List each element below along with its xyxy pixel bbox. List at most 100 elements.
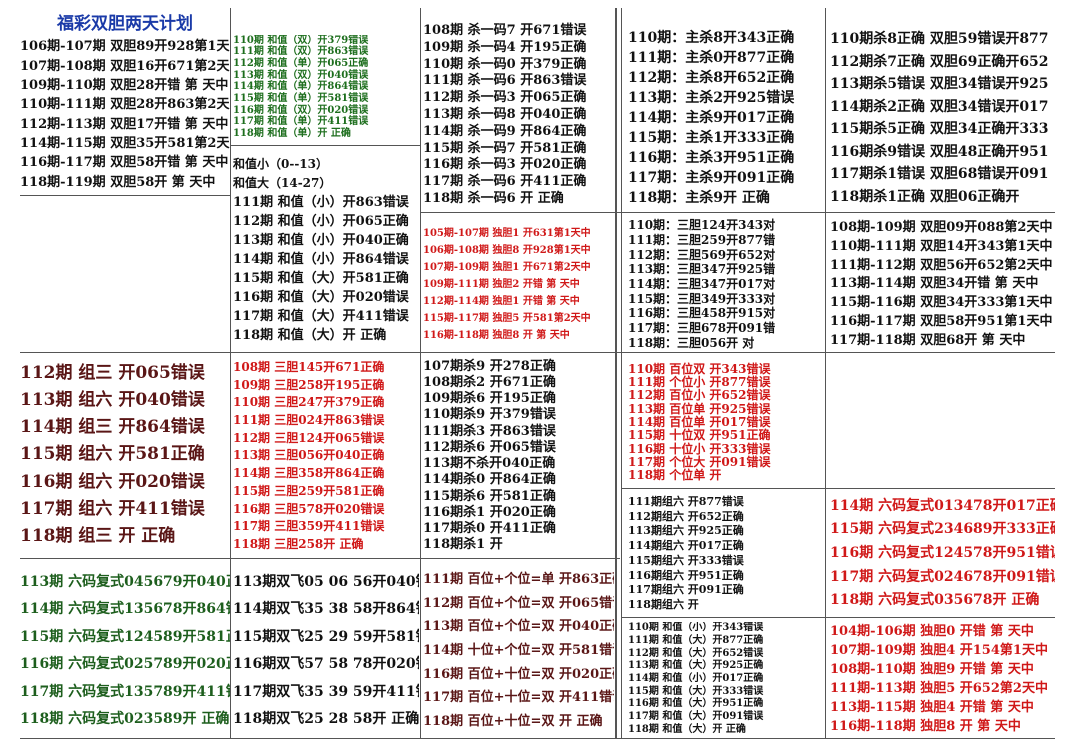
result-line: 117期 三胆359开411错误: [233, 519, 385, 534]
result-line: 114期 杀一码9 开864正确: [423, 123, 587, 139]
result-line: 117期：三胆678开091错: [628, 320, 776, 335]
result-line: 115期 组六 开581正确: [20, 444, 205, 465]
result-line: 115期 杀一码7 开581正确: [423, 140, 587, 156]
result-line: 115期双飞25 29 59开581错误: [233, 628, 419, 645]
result-line: 116期-117期 双胆58开错 第 天中: [20, 155, 229, 171]
result-line: 114期 六码复式013478开017正确: [830, 497, 1055, 514]
result-line: 118期 和值（大）开 正确: [233, 327, 387, 343]
panel-heading: 和值大（14-27）: [233, 176, 332, 191]
result-line: 112期：主杀8开652正确: [628, 70, 795, 86]
panel: 110期 和值（小）开343错误 111期 和值（大）开877正确 112期 和值（…: [628, 622, 824, 736]
result-line: 111期杀3 开863错误: [423, 423, 556, 439]
result-line: 110期-111期 双胆28开863第2天中: [20, 97, 230, 113]
result-line: 115期：三胆349开333对: [628, 291, 776, 306]
result-line: 112期-113期 双胆17开错 第 天中: [20, 116, 229, 132]
divider: [20, 738, 1055, 739]
result-line: 113期 百位单 开925错误: [628, 401, 771, 416]
panel: 105期-107期 独胆1 开631第1天中 106期-108期 独胆8 开928…: [423, 225, 614, 345]
result-line: 108期 杀一码7 开671错误: [423, 22, 587, 38]
result-line: 107期-109期 独胆4 开154第1天中: [830, 643, 1048, 658]
result-line: 115期 和值（大）开581正确: [233, 271, 409, 287]
result-line: 112期 三胆124开065错误: [233, 430, 385, 445]
panel-heading: 和值小（0--13）: [233, 156, 329, 171]
divider: [622, 488, 1055, 489]
divider: [825, 212, 1055, 213]
result-line: 107期杀9 开278正确: [423, 358, 556, 374]
result-line: 114期 十位+个位=双 开581错误: [423, 642, 614, 658]
result-line: 118期 杀一码6 开 正确: [423, 191, 564, 207]
result-line: 118期 百位+十位=双 开 正确: [423, 713, 603, 729]
result-line: 108期-109期 双胆09开088第2天中: [830, 219, 1053, 235]
result-line: 114期双飞35 38 58开864错误: [233, 601, 419, 618]
result-line: 118期 和值（大）开 正确: [628, 723, 746, 735]
result-line: 111期 三胆024开863错误: [233, 413, 385, 428]
result-line: 112期：三胆569开652对: [628, 247, 776, 262]
divider: [20, 558, 620, 559]
result-line: 113期不杀开040正确: [423, 456, 556, 472]
panel: 110期：主杀8开343正确 111期：主杀0开877正确 112期：主杀8开652…: [628, 28, 824, 208]
result-line: 114期 组三 开864错误: [20, 417, 205, 438]
result-line: 110期 三胆247开379正确: [233, 395, 385, 410]
result-line: 111期-112期 双胆56开652第2天中: [830, 257, 1053, 273]
result-line: 116期 和值（大）开020错误: [233, 290, 409, 306]
panel: 108期 三胆145开671正确 109期 三胆258开195正确 110期 三胆2…: [233, 358, 419, 553]
result-line: 112期杀7正确 双胆69正确开652: [830, 53, 1049, 70]
panel: 107期杀9 开278正确 108期杀2 开671正确 109期杀6 开195正确 1…: [423, 358, 614, 553]
result-line: 114期 和值（小）开017正确: [628, 672, 764, 684]
result-line: 115期 六码复式234689开333正确: [830, 521, 1055, 538]
panel: 110期 和值（双）开379错误 111期 和值（双）开863错误 112期 和值（…: [233, 35, 419, 140]
result-line: 116期 和值（大）开951正确: [628, 698, 764, 710]
result-line: 113期：三胆347开925错: [628, 262, 776, 277]
result-line: 113期杀5错误 双胆34错误开925: [830, 76, 1049, 93]
result-line: 116期-118期 独胆8 开 第 天中: [830, 719, 1021, 734]
result-line: 112期 和值（大）开652错误: [628, 647, 764, 659]
panel: 110期：三胆124开343对 111期：三胆259开877错 112期：三胆569…: [628, 218, 824, 350]
result-line: 112期 百位+个位=双 开065错误: [423, 595, 614, 611]
panel: 110期 百位双 开343错误 111期 个位小 开877错误 112期 百位小 开…: [628, 362, 824, 482]
result-line: 108期-110期 独胆9 开错 第 天中: [830, 662, 1034, 677]
result-line: 109期杀6 开195正确: [423, 391, 556, 407]
result-line: 118期 和值（单）开 正确: [233, 128, 351, 140]
result-line: 111期：主杀0开877正确: [628, 50, 795, 66]
result-line: 117期 六码复式024678开091错误: [830, 568, 1055, 585]
result-line: 116期组六 开951正确: [628, 568, 744, 582]
panel: 108期 杀一码7 开671错误 109期 杀一码4 开195正确 110期 杀一码…: [423, 22, 614, 207]
result-line: 108期杀2 开671正确: [423, 374, 556, 390]
result-line: 112期-114期 独胆1 开错 第 天中: [423, 296, 580, 308]
result-line: 116期 六码复式124578开951错误: [830, 544, 1055, 561]
panel: 113期双飞05 06 56开040错误 114期双飞35 38 58开864错误…: [233, 568, 419, 733]
result-line: 117期 个位大 开091错误: [628, 454, 771, 469]
result-line: 117期 和值（大）开091错误: [628, 710, 764, 722]
result-line: 111期 百位+个位=单 开863正确: [423, 572, 614, 588]
result-line: 114期-115期 双胆35开581第2天中: [20, 136, 230, 152]
divider: [420, 212, 825, 213]
panel: 111期 百位+个位=单 开863正确 112期 百位+个位=双 开065错误 11…: [423, 568, 614, 733]
result-line: 110期：三胆124开343对: [628, 218, 776, 233]
result-line: 114期杀2正确 双胆34错误开017: [830, 98, 1049, 115]
result-line: 105期-107期 独胆1 开631第1天中: [423, 227, 591, 239]
result-line: 112期 百位小 开652错误: [628, 388, 771, 403]
result-line: 113期组六 开925正确: [628, 524, 744, 538]
result-line: 114期 和值（小）开864错误: [233, 252, 409, 268]
result-line: 113期-114期 双胆34开错 第 天中: [830, 276, 1039, 292]
result-line: 111期-113期 独胆5 开652第2天中: [830, 681, 1048, 696]
divider: [20, 195, 230, 196]
result-line: 118期：三胆056开 对: [628, 335, 755, 350]
result-line: 115期组六 开333错误: [628, 553, 744, 567]
result-line: 118期-119期 双胆58开 第 天中: [20, 174, 216, 190]
result-line: 107期-109期 独胆1 开671第2天中: [423, 261, 591, 273]
result-line: 118期 三胆258开 正确: [233, 537, 364, 552]
result-line: 116期杀9错误 双胆48正确开951: [830, 143, 1049, 160]
divider: [615, 8, 617, 738]
result-line: 116期-117期 双胆58开951第1天中: [830, 314, 1053, 330]
result-line: 117期 杀一码6 开411正确: [423, 174, 587, 190]
result-line: 117期组六 开091正确: [628, 583, 744, 597]
result-line: 114期组六 开017正确: [628, 539, 744, 553]
result-line: 112期 组三 开065错误: [20, 363, 205, 384]
result-line: 115期-117期 独胆5 开581第2天中: [423, 313, 591, 325]
result-line: 118期 六码复式023589开 正确: [20, 711, 230, 728]
panel: 和值小（0--13） 和值大（14-27） 111期 和值（小）开863错误 112期…: [233, 155, 419, 345]
result-line: 110期 百位双 开343错误: [628, 362, 771, 376]
result-line: 116期杀1 开020正确: [423, 504, 556, 520]
